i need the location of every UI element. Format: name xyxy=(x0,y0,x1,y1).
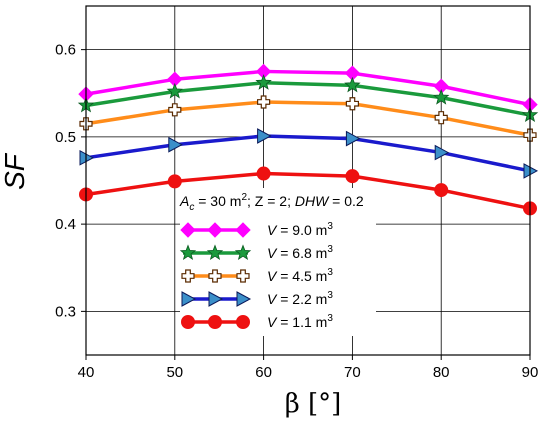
x-tick-label: 80 xyxy=(433,364,450,381)
data-point-marker xyxy=(166,82,183,99)
data-point-marker xyxy=(434,111,448,125)
data-point-marker xyxy=(257,95,271,109)
series-line-2 xyxy=(85,81,531,117)
series-line-1 xyxy=(85,69,531,107)
annotation-a: A xyxy=(179,193,189,209)
data-point-marker xyxy=(168,103,182,117)
data-point-marker xyxy=(167,174,182,189)
data-point-marker xyxy=(434,144,450,161)
data-point-marker xyxy=(255,74,272,90)
legend-marker xyxy=(181,291,197,307)
x-tick-label: 60 xyxy=(255,364,272,381)
data-point-marker xyxy=(256,166,271,181)
legend-marker xyxy=(208,269,222,283)
x-tick-label: 50 xyxy=(166,364,183,381)
series-line-3 xyxy=(85,100,531,137)
annotation-dhw: DHW xyxy=(295,193,330,209)
legend-marker xyxy=(206,244,224,260)
data-point-marker xyxy=(434,183,449,198)
x-tick-labels: 40 50 60 70 80 90 xyxy=(78,364,539,381)
legend-label: V = 9.0 m3 xyxy=(267,221,333,238)
annotation-a-sub: c xyxy=(189,202,194,213)
series-lines xyxy=(85,69,531,211)
legend-marker xyxy=(208,315,222,329)
data-point-marker xyxy=(345,169,360,184)
legend-marker xyxy=(179,244,197,260)
x-axis-title: β [°] xyxy=(285,389,342,419)
plot-frame xyxy=(85,5,531,356)
series-line-4 xyxy=(85,134,531,173)
data-point-marker xyxy=(345,97,359,111)
y-tick-label: 0.4 xyxy=(55,216,76,233)
y-tick-label: 0.5 xyxy=(55,129,76,146)
legend-marker xyxy=(181,315,195,329)
axis-ticks xyxy=(81,49,531,360)
y-tick-labels: 0.3 0.4 0.5 0.6 xyxy=(55,42,76,321)
series-line-5 xyxy=(85,171,531,211)
annotation-a-sup: 2 xyxy=(241,192,247,203)
legend-marker xyxy=(236,315,250,329)
annotation-a-value: = 30 m xyxy=(194,193,241,209)
data-point-marker xyxy=(257,128,272,144)
legend-marker xyxy=(181,269,195,283)
legend-marker xyxy=(236,291,252,307)
legend-marker xyxy=(180,222,196,238)
legend-marker xyxy=(236,269,250,283)
legend-label: V = 4.5 m3 xyxy=(267,267,333,284)
x-tick-label: 70 xyxy=(344,364,361,381)
legend-label: V = 6.8 m3 xyxy=(267,244,333,261)
legend-marker xyxy=(208,291,224,307)
legend-background xyxy=(180,188,376,336)
data-point-marker xyxy=(345,130,361,147)
legend: V = 9.0 m3 V = 6.8 m3 V = 4.5 m3 V = 2.2 m3… xyxy=(179,221,333,330)
y-axis-title: SF xyxy=(0,152,30,190)
legend-marker xyxy=(207,222,223,238)
x-tick-label: 40 xyxy=(78,364,95,381)
legend-label: V = 1.1 m3 xyxy=(267,313,333,330)
parameter-annotation: Ac = 30 m2; Z = 2; DHW = 0.2 xyxy=(179,192,364,213)
data-point-marker xyxy=(168,136,183,153)
y-tick-label: 0.3 xyxy=(55,303,76,320)
annotation-z: ; Z = 2; xyxy=(247,193,295,209)
y-tick-label: 0.6 xyxy=(55,42,76,59)
annotation-dhw-value: = 0.2 xyxy=(328,193,364,209)
legend-marker xyxy=(234,244,252,260)
legend-label: V = 2.2 m3 xyxy=(267,290,333,307)
data-point-marker xyxy=(344,76,361,93)
legend-marker xyxy=(235,222,251,238)
x-tick-label: 90 xyxy=(522,364,539,381)
data-point-marker xyxy=(433,88,450,105)
